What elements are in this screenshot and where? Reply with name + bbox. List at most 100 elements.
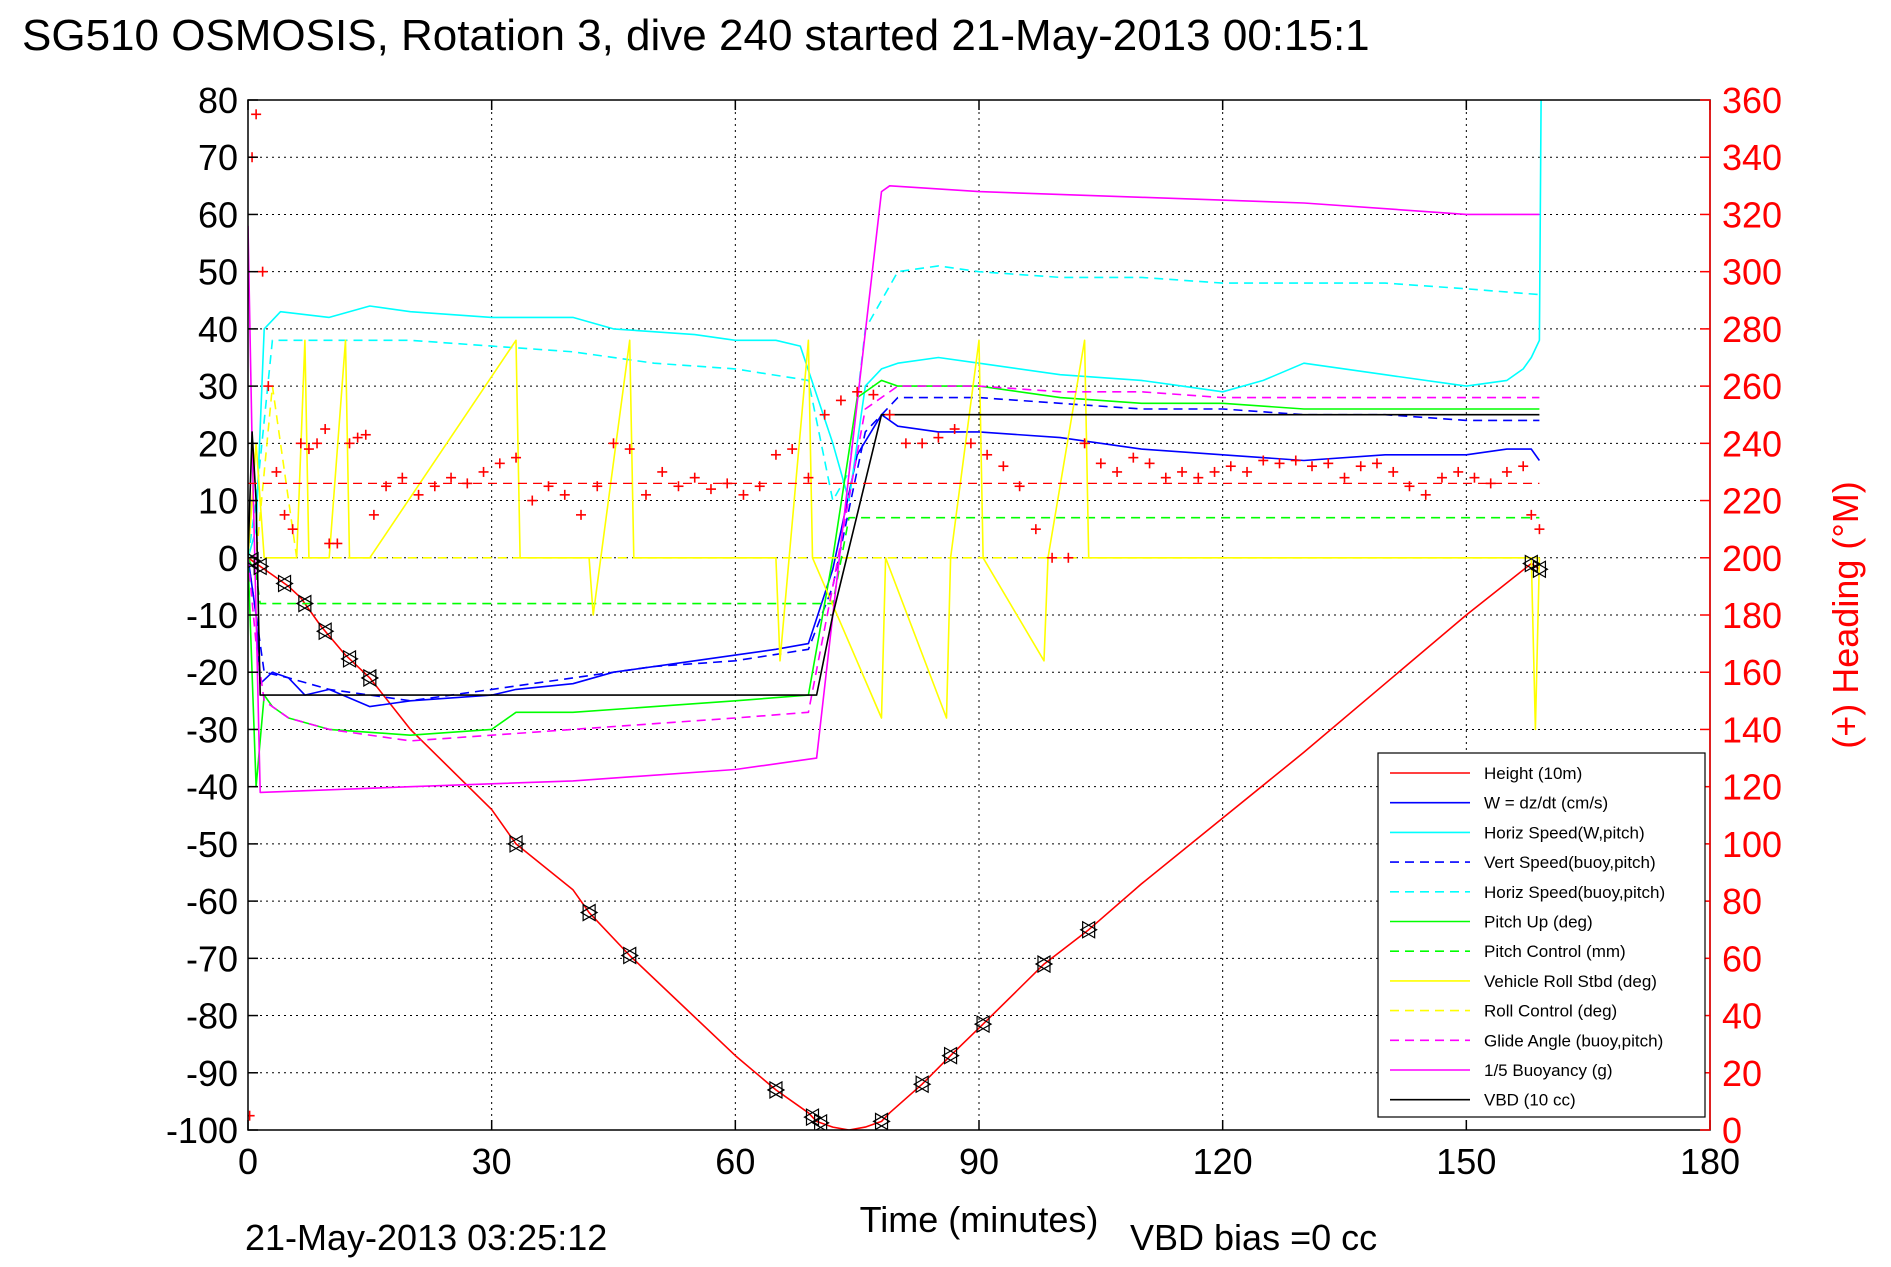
heading-point — [429, 481, 440, 492]
heading-point — [787, 444, 798, 455]
heading-point — [770, 449, 781, 460]
legend-label: 1/5 Buoyancy (g) — [1484, 1061, 1613, 1080]
y2-tick-label: 180 — [1722, 595, 1782, 636]
heading-point — [368, 509, 379, 520]
heading-point — [884, 409, 895, 420]
heading-point — [1469, 472, 1480, 483]
heading-point — [1290, 455, 1301, 466]
series-line-10 — [248, 185, 1540, 794]
heading-point — [1193, 472, 1204, 483]
heading-point — [1404, 481, 1415, 492]
time-marker — [1079, 920, 1098, 939]
y-tick-label: 60 — [198, 194, 238, 235]
legend-label: Horiz Speed(W,pitch) — [1484, 823, 1645, 842]
heading-point — [381, 481, 392, 492]
x-tick-label: 180 — [1680, 1141, 1740, 1182]
y-tick-label: 70 — [198, 137, 238, 178]
axes: 0 30 60 90 120 150 18080706050403020100-10-20-… — [166, 80, 1782, 1182]
y-tick-label: -80 — [186, 996, 238, 1037]
heading-point — [803, 472, 814, 483]
y2-tick-label: 340 — [1722, 137, 1782, 178]
x-axis-label: Time (minutes) — [860, 1199, 1099, 1240]
heading-point — [360, 429, 371, 440]
series-line-1 — [248, 413, 1541, 708]
series-layer — [248, 100, 1542, 1130]
x-tick-label: 150 — [1436, 1141, 1496, 1182]
heading-point — [397, 472, 408, 483]
heading-point — [673, 481, 684, 492]
heading-point — [303, 444, 314, 455]
heading-point — [559, 489, 570, 500]
series-line-11 — [248, 413, 1540, 696]
y-tick-label: 10 — [198, 481, 238, 522]
heading-point — [1453, 466, 1464, 477]
heading-point — [287, 524, 298, 535]
y2-axis-label: (+) Heading (°M) — [1825, 481, 1866, 748]
heading-point — [332, 538, 343, 549]
y2-tick-label: 0 — [1722, 1110, 1742, 1151]
footer-timestamp: 21-May-2013 03:25:12 — [245, 1217, 607, 1258]
y2-tick-label: 120 — [1722, 767, 1782, 808]
heading-point — [446, 472, 457, 483]
heading-point — [462, 478, 473, 489]
legend-label: Vert Speed(buoy,pitch) — [1484, 853, 1656, 872]
legend: Height (10m) W = dz/dt (cm/s) Horiz Speed(… — [1377, 752, 1706, 1118]
y-tick-label: 80 — [198, 80, 238, 121]
heading-point — [478, 466, 489, 477]
heading-point — [511, 452, 522, 463]
heading-point — [1388, 466, 1399, 477]
y2-tick-label: 220 — [1722, 481, 1782, 522]
heading-point — [1339, 472, 1350, 483]
heading-point — [754, 481, 765, 492]
heading-point — [949, 424, 960, 435]
y-tick-label: -40 — [186, 767, 238, 808]
heading-point — [1225, 461, 1236, 472]
series-line-0 — [248, 557, 1540, 1130]
heading-point — [608, 438, 619, 449]
heading-point — [1501, 466, 1512, 477]
legend-label: Horiz Speed(buoy,pitch) — [1484, 883, 1665, 902]
heading-point — [1485, 478, 1496, 489]
heading-point — [527, 495, 538, 506]
time-marker — [620, 946, 639, 965]
heading-point — [251, 109, 262, 120]
heading-point — [1014, 481, 1025, 492]
y2-tick-label: 40 — [1722, 996, 1762, 1037]
legend-label: Height (10m) — [1484, 764, 1582, 783]
legend-label: Pitch Up (deg) — [1484, 913, 1593, 932]
y-tick-label: -20 — [186, 652, 238, 693]
y2-tick-label: 200 — [1722, 538, 1782, 579]
series-line-7 — [248, 339, 1541, 731]
time-marker — [811, 1113, 830, 1130]
heading-point — [1420, 489, 1431, 500]
heading-point — [1079, 438, 1090, 449]
y-tick-label: 20 — [198, 423, 238, 464]
heading-point — [657, 466, 668, 477]
chart-title: SG510 OSMOSIS, Rotation 3, dive 240 star… — [22, 11, 1370, 60]
legend-label: Glide Angle (buoy,pitch) — [1484, 1031, 1663, 1050]
series-line-4 — [248, 265, 1540, 558]
y-tick-label: 30 — [198, 366, 238, 407]
heading-point — [320, 424, 331, 435]
time-marker — [506, 834, 526, 853]
heading-point — [344, 438, 355, 449]
heading-point — [738, 489, 749, 500]
heading-point — [624, 444, 635, 455]
series-line-6 — [248, 516, 1540, 605]
heading-point — [1436, 472, 1447, 483]
time-marker — [1034, 955, 1054, 974]
y2-tick-label: 100 — [1722, 824, 1782, 865]
heading-point — [852, 386, 863, 397]
time-marker — [360, 668, 380, 687]
time-marker — [872, 1112, 891, 1130]
y2-tick-label: 140 — [1722, 709, 1782, 750]
heading-point — [868, 389, 879, 400]
time-marker — [340, 649, 359, 668]
y2-tick-label: 240 — [1722, 423, 1782, 464]
legend-box — [1377, 752, 1706, 1118]
y-tick-label: -10 — [186, 595, 238, 636]
time-markers — [248, 551, 1549, 1130]
heading-point — [900, 438, 911, 449]
